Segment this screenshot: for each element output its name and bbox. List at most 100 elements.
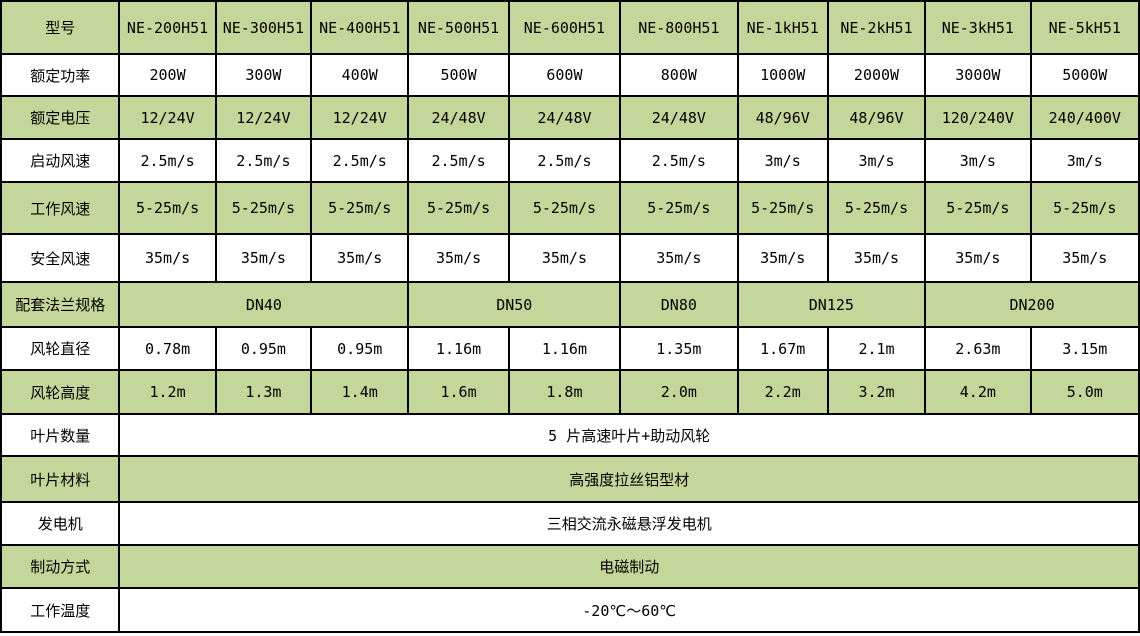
merged-value-cell: 电磁制动 bbox=[118, 544, 1140, 589]
value-cell: 800W bbox=[619, 53, 739, 97]
flange-group-cell: DN200 bbox=[924, 281, 1140, 328]
value-cell: 5-25m/s bbox=[619, 181, 739, 235]
value-cell: 3.15m bbox=[1029, 326, 1140, 371]
row-rotor-diameter: 风轮直径 0.78m 0.95m 0.95m 1.16m 1.16m 1.35m… bbox=[0, 326, 1140, 371]
flange-group-cell: DN80 bbox=[619, 281, 739, 328]
merged-value-cell: 三相交流永磁悬浮发电机 bbox=[118, 501, 1140, 546]
row-startup-wind-speed: 启动风速 2.5m/s 2.5m/s 2.5m/s 2.5m/s 2.5m/s … bbox=[0, 138, 1140, 183]
value-cell: 35m/s bbox=[826, 233, 927, 283]
value-cell: 24/48V bbox=[407, 95, 510, 140]
value-cell: 35m/s bbox=[310, 233, 410, 283]
row-braking-method: 制动方式 电磁制动 bbox=[0, 544, 1140, 589]
value-cell: 1.2m bbox=[118, 369, 217, 415]
model-cell: NE-400H51 bbox=[310, 0, 410, 55]
flange-group-cell: DN40 bbox=[118, 281, 410, 328]
value-cell: 0.95m bbox=[310, 326, 410, 371]
row-rated-power: 额定功率 200W 300W 400W 500W 600W 800W 1000W… bbox=[0, 53, 1140, 97]
value-cell: 5-25m/s bbox=[214, 181, 313, 235]
row-label-rotor-diameter: 风轮直径 bbox=[0, 326, 121, 371]
value-cell: 1.8m bbox=[507, 369, 622, 415]
value-cell: 5-25m/s bbox=[924, 181, 1032, 235]
value-cell: 48/96V bbox=[826, 95, 927, 140]
model-cell: NE-300H51 bbox=[214, 0, 313, 55]
value-cell: 5000W bbox=[1029, 53, 1140, 97]
flange-group-cell: DN125 bbox=[736, 281, 927, 328]
value-cell: 200W bbox=[118, 53, 217, 97]
row-label-blade-material: 叶片材料 bbox=[0, 455, 121, 503]
value-cell: 2.63m bbox=[924, 326, 1032, 371]
merged-value-cell: 5 片高速叶片+助动风轮 bbox=[118, 413, 1140, 457]
value-cell: 2.5m/s bbox=[407, 138, 510, 183]
row-generator: 发电机 三相交流永磁悬浮发电机 bbox=[0, 501, 1140, 546]
value-cell: 2.0m bbox=[619, 369, 739, 415]
value-cell: 12/24V bbox=[310, 95, 410, 140]
row-rotor-height: 风轮高度 1.2m 1.3m 1.4m 1.6m 1.8m 2.0m 2.2m … bbox=[0, 369, 1140, 415]
value-cell: 12/24V bbox=[214, 95, 313, 140]
value-cell: 1.16m bbox=[407, 326, 510, 371]
row-model: 型号 NE-200H51 NE-300H51 NE-400H51 NE-500H… bbox=[0, 0, 1140, 55]
value-cell: 0.95m bbox=[214, 326, 313, 371]
value-cell: 3m/s bbox=[736, 138, 829, 183]
value-cell: 35m/s bbox=[924, 233, 1032, 283]
row-label-braking-method: 制动方式 bbox=[0, 544, 121, 589]
row-flange-spec: 配套法兰规格 DN40 DN50 DN80 DN125 DN200 bbox=[0, 281, 1140, 328]
value-cell: 5-25m/s bbox=[826, 181, 927, 235]
value-cell: 35m/s bbox=[736, 233, 829, 283]
row-label-rotor-height: 风轮高度 bbox=[0, 369, 121, 415]
value-cell: 35m/s bbox=[507, 233, 622, 283]
value-cell: 35m/s bbox=[118, 233, 217, 283]
value-cell: 5-25m/s bbox=[407, 181, 510, 235]
value-cell: 0.78m bbox=[118, 326, 217, 371]
value-cell: 3m/s bbox=[1029, 138, 1140, 183]
row-label-safety-wind-speed: 安全风速 bbox=[0, 233, 121, 283]
value-cell: 500W bbox=[407, 53, 510, 97]
row-label-rated-voltage: 额定电压 bbox=[0, 95, 121, 140]
row-rated-voltage: 额定电压 12/24V 12/24V 12/24V 24/48V 24/48V … bbox=[0, 95, 1140, 140]
row-label-startup-wind-speed: 启动风速 bbox=[0, 138, 121, 183]
row-safety-wind-speed: 安全风速 35m/s 35m/s 35m/s 35m/s 35m/s 35m/s… bbox=[0, 233, 1140, 283]
value-cell: 24/48V bbox=[619, 95, 739, 140]
value-cell: 2000W bbox=[826, 53, 927, 97]
row-label-blade-count: 叶片数量 bbox=[0, 413, 121, 457]
model-cell: NE-5kH51 bbox=[1029, 0, 1140, 55]
flange-group-cell: DN50 bbox=[407, 281, 622, 328]
value-cell: 5-25m/s bbox=[310, 181, 410, 235]
value-cell: 3.2m bbox=[826, 369, 927, 415]
row-blade-count: 叶片数量 5 片高速叶片+助动风轮 bbox=[0, 413, 1140, 457]
model-cell: NE-500H51 bbox=[407, 0, 510, 55]
row-blade-material: 叶片材料 高强度拉丝铝型材 bbox=[0, 455, 1140, 503]
value-cell: 48/96V bbox=[736, 95, 829, 140]
value-cell: 2.5m/s bbox=[619, 138, 739, 183]
value-cell: 3m/s bbox=[924, 138, 1032, 183]
value-cell: 300W bbox=[214, 53, 313, 97]
value-cell: 2.5m/s bbox=[310, 138, 410, 183]
value-cell: 1.3m bbox=[214, 369, 313, 415]
value-cell: 24/48V bbox=[507, 95, 622, 140]
value-cell: 35m/s bbox=[214, 233, 313, 283]
value-cell: 3000W bbox=[924, 53, 1032, 97]
row-working-temperature: 工作温度 -20℃～60℃ bbox=[0, 587, 1140, 633]
value-cell: 5-25m/s bbox=[118, 181, 217, 235]
value-cell: 35m/s bbox=[1029, 233, 1140, 283]
value-cell: 1.35m bbox=[619, 326, 739, 371]
row-label-flange-spec: 配套法兰规格 bbox=[0, 281, 121, 328]
row-label-working-temperature: 工作温度 bbox=[0, 587, 121, 633]
value-cell: 4.2m bbox=[924, 369, 1032, 415]
model-cell: NE-3kH51 bbox=[924, 0, 1032, 55]
value-cell: 2.5m/s bbox=[214, 138, 313, 183]
value-cell: 1.67m bbox=[736, 326, 829, 371]
value-cell: 12/24V bbox=[118, 95, 217, 140]
value-cell: 35m/s bbox=[619, 233, 739, 283]
row-label-generator: 发电机 bbox=[0, 501, 121, 546]
value-cell: 5-25m/s bbox=[1029, 181, 1140, 235]
row-label-model: 型号 bbox=[0, 0, 121, 55]
value-cell: 5.0m bbox=[1029, 369, 1140, 415]
row-working-wind-speed: 工作风速 5-25m/s 5-25m/s 5-25m/s 5-25m/s 5-2… bbox=[0, 181, 1140, 235]
value-cell: 600W bbox=[507, 53, 622, 97]
value-cell: 35m/s bbox=[407, 233, 510, 283]
value-cell: 2.5m/s bbox=[118, 138, 217, 183]
row-label-rated-power: 额定功率 bbox=[0, 53, 121, 97]
value-cell: 2.2m bbox=[736, 369, 829, 415]
value-cell: 2.5m/s bbox=[507, 138, 622, 183]
